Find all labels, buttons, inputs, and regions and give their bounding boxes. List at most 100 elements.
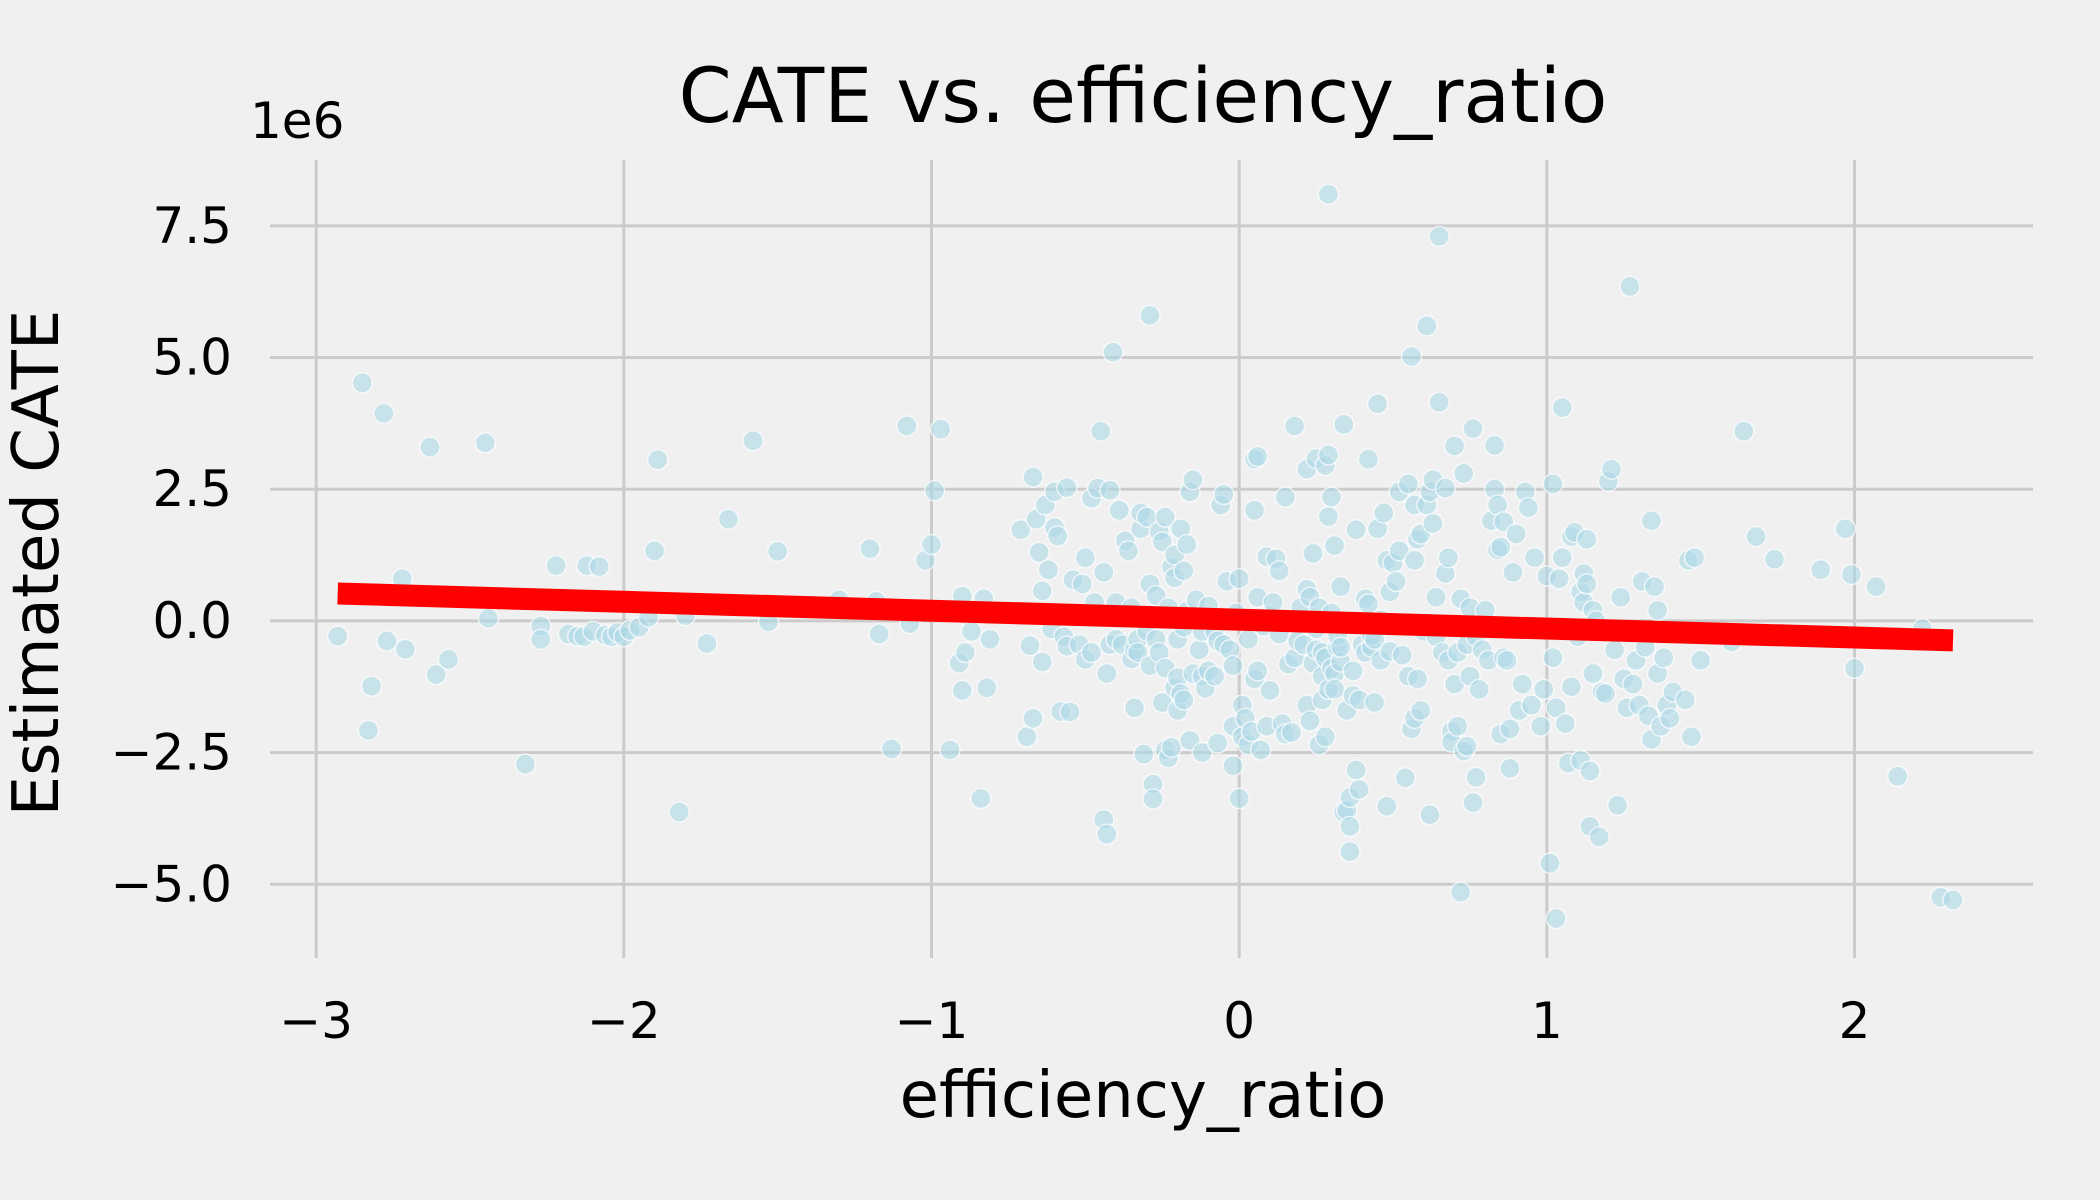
data-point — [1489, 536, 1512, 558]
data-point — [1542, 647, 1564, 669]
data-point — [1142, 788, 1164, 810]
data-point — [477, 607, 500, 630]
data-point — [1674, 689, 1697, 711]
data-point — [929, 418, 952, 440]
data-point — [437, 648, 460, 671]
data-point — [1059, 701, 1081, 723]
data-point — [1834, 517, 1857, 540]
data-point — [1126, 641, 1149, 664]
data-point — [1622, 673, 1644, 695]
data-point — [1228, 787, 1250, 810]
data-point — [1213, 483, 1235, 506]
data-point — [1733, 420, 1755, 443]
data-point — [1096, 662, 1118, 685]
data-point — [960, 620, 983, 643]
data-point — [951, 679, 974, 702]
data-point — [1643, 575, 1666, 598]
data-point — [1117, 540, 1140, 562]
data-point — [1483, 434, 1506, 457]
data-point — [1283, 415, 1306, 437]
data-point — [976, 677, 998, 699]
data-point — [1016, 726, 1038, 748]
data-point — [1437, 546, 1460, 569]
data-point — [1600, 458, 1623, 480]
data-point — [1391, 644, 1414, 666]
data-point — [1502, 561, 1524, 584]
data-point — [1576, 573, 1598, 595]
data-point — [1689, 649, 1712, 672]
data-point — [1099, 479, 1121, 502]
data-point — [1409, 699, 1432, 722]
data-point — [1388, 540, 1410, 562]
data-point — [969, 787, 992, 810]
x-tick-label: −1 — [895, 992, 969, 1050]
scatter-points — [326, 183, 1964, 930]
data-point — [1182, 468, 1204, 491]
data-point — [1640, 510, 1663, 532]
data-point — [1243, 499, 1266, 522]
data-point — [1056, 476, 1078, 499]
data-point — [1517, 496, 1540, 519]
data-point — [1314, 726, 1337, 748]
data-point — [1397, 473, 1420, 495]
data-point — [1505, 523, 1527, 545]
data-point — [1046, 525, 1069, 547]
data-point — [1320, 486, 1343, 508]
data-point — [588, 555, 610, 578]
data-point — [766, 540, 789, 563]
data-point — [1154, 506, 1177, 528]
data-point — [1373, 502, 1395, 524]
data-point — [1108, 499, 1130, 522]
data-point — [1249, 739, 1272, 761]
data-point — [545, 554, 567, 577]
data-point — [1173, 560, 1195, 582]
data-point — [1348, 778, 1370, 801]
data-point — [530, 628, 552, 651]
data-point — [1576, 528, 1598, 550]
data-point — [1449, 881, 1472, 903]
data-point — [419, 436, 441, 458]
data-point — [1400, 345, 1423, 368]
data-point — [1339, 815, 1361, 838]
data-point — [1102, 341, 1124, 364]
regression-line — [337, 582, 1954, 652]
data-point — [1462, 417, 1484, 440]
data-point — [1259, 679, 1281, 702]
data-point — [351, 372, 374, 394]
data-point — [1434, 477, 1457, 499]
data-point — [1222, 754, 1244, 777]
data-point — [1342, 660, 1364, 682]
y-axis-label: Estimated CATE — [0, 310, 74, 817]
data-point — [1317, 183, 1340, 205]
data-point — [1579, 760, 1601, 782]
data-point — [1560, 675, 1583, 698]
data-point — [896, 415, 918, 437]
data-point — [1453, 462, 1475, 485]
data-point — [373, 402, 395, 425]
data-point — [859, 537, 881, 560]
data-point — [1659, 707, 1681, 730]
y-tick-label: 2.5 — [152, 460, 232, 518]
data-point — [1345, 519, 1367, 541]
data-point — [1443, 435, 1466, 457]
x-tick-label: −3 — [279, 992, 353, 1050]
data-point — [1683, 546, 1706, 569]
data-point — [1499, 757, 1521, 780]
data-point — [1071, 573, 1094, 595]
data-point — [1403, 549, 1426, 572]
data-point — [696, 632, 718, 655]
data-point — [1446, 715, 1469, 737]
data-point — [668, 801, 690, 823]
data-point — [1609, 586, 1632, 608]
data-point — [394, 638, 417, 661]
data-point — [1222, 654, 1244, 677]
data-point — [1603, 639, 1626, 661]
data-point — [1022, 466, 1044, 488]
data-point — [1139, 304, 1161, 327]
x-tick-label: 2 — [1839, 992, 1871, 1050]
data-point — [1619, 275, 1641, 298]
data-point — [1551, 546, 1574, 569]
data-point — [1545, 907, 1567, 930]
data-point — [1465, 766, 1487, 789]
data-point — [1456, 735, 1478, 758]
